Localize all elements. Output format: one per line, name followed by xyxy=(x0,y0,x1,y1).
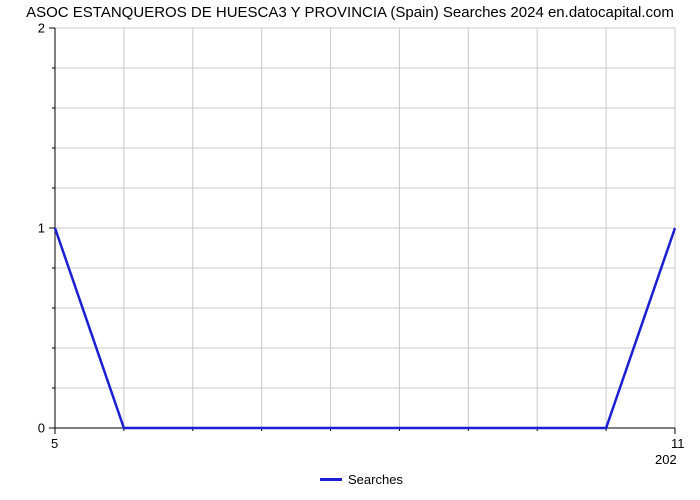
series-line xyxy=(55,228,675,428)
x-tick-label: 11 xyxy=(671,436,685,451)
chart-plot xyxy=(0,0,700,500)
chart-container: ASOC ESTANQUEROS DE HUESCA3 Y PROVINCIA … xyxy=(0,0,700,500)
legend-swatch xyxy=(320,478,342,481)
y-tick-label: 1 xyxy=(38,221,45,236)
y-tick-label: 0 xyxy=(38,421,45,436)
x-tick-label: 5 xyxy=(51,436,58,451)
x-secondary-label: 202 xyxy=(655,452,677,467)
legend: Searches xyxy=(320,472,403,487)
y-tick-label: 2 xyxy=(38,21,45,36)
legend-label: Searches xyxy=(348,472,403,487)
